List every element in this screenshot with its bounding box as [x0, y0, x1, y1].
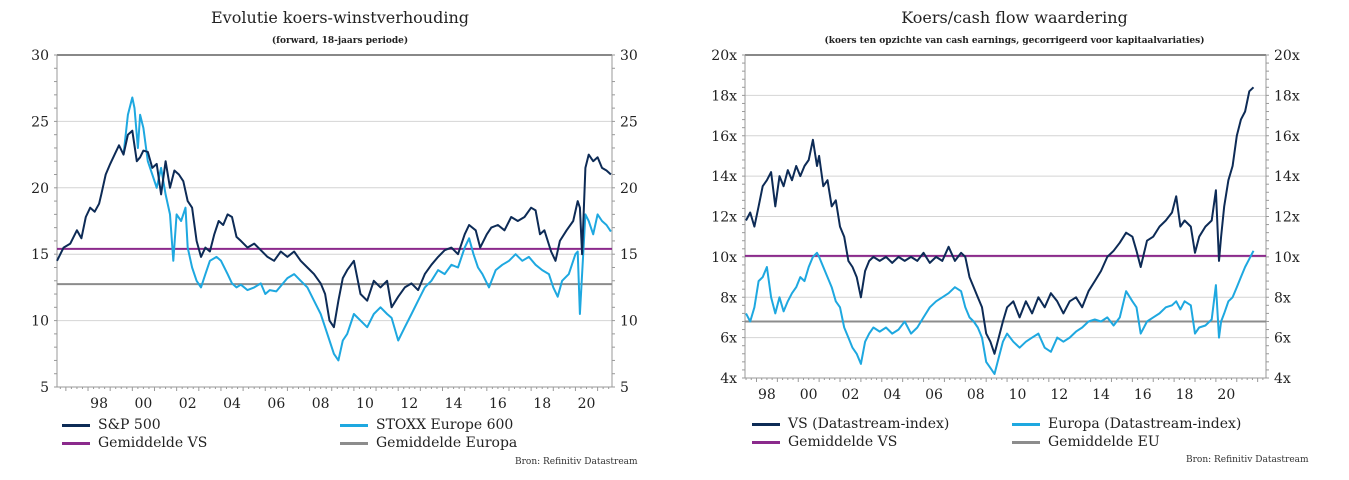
legend-item-europe-index: Europa (Datastream-index)	[1012, 416, 1241, 432]
legend-label: STOXX Europe 600	[376, 417, 514, 433]
y-tick-label-right: 20	[620, 181, 638, 197]
x-tick-label: 04	[223, 396, 241, 412]
y-tick-label-right: 25	[620, 114, 638, 130]
legend-swatch	[340, 441, 368, 445]
x-tick-label: 00	[800, 387, 818, 403]
x-tick-label: 18	[533, 396, 551, 412]
x-tick-label: 98	[758, 387, 776, 403]
y-tick-label-left: 10x	[711, 250, 737, 266]
y-tick-label-left: 12x	[711, 210, 737, 226]
chart-subtitle: (koers ten opzichte van cash earnings, g…	[824, 36, 1205, 46]
x-tick-label: 02	[179, 396, 197, 412]
legend-swatch	[62, 441, 90, 445]
x-tick-label: 08	[312, 396, 330, 412]
x-tick-label: 06	[925, 387, 943, 403]
y-tick-label-left: 5	[40, 380, 49, 396]
chart-subtitle: (forward, 18-jaars periode)	[271, 36, 409, 46]
legend-item-sp500: S&P 500	[62, 417, 161, 433]
x-tick-label: 12	[400, 396, 418, 412]
legend-label: Gemiddelde EU	[1048, 434, 1160, 450]
x-tick-label: 20	[578, 396, 596, 412]
legend-item-avg-us: Gemiddelde VS	[62, 435, 207, 451]
y-tick-label-right: 16x	[1274, 129, 1300, 145]
legend-swatch	[1012, 440, 1040, 444]
y-tick-label-right: 18x	[1274, 88, 1300, 104]
legend-item-avg-eu: Gemiddelde EU	[1012, 434, 1160, 450]
x-tick-label: 10	[1009, 387, 1027, 403]
y-tick-label-left: 6x	[720, 331, 737, 347]
legend-label: Gemiddelde VS	[788, 434, 898, 450]
x-tick-label: 14	[445, 396, 463, 412]
y-tick-label-left: 8x	[720, 290, 737, 306]
x-tick-label: 10	[356, 396, 374, 412]
y-tick-label-left: 20	[31, 181, 49, 197]
legend-item-avg-us: Gemiddelde VS	[752, 434, 897, 450]
x-tick-label: 16	[489, 396, 507, 412]
legend-swatch	[752, 422, 780, 426]
legend-item-stoxx600: STOXX Europe 600	[340, 417, 513, 433]
y-tick-label-right: 20x	[1274, 48, 1300, 64]
x-tick-label: 06	[267, 396, 285, 412]
x-tick-label: 02	[842, 387, 860, 403]
y-tick-label-right: 14x	[1274, 169, 1300, 185]
x-tick-label: 04	[883, 387, 901, 403]
pe-ratio-chart-panel: Evolutie koers-winstverhouding (forward,…	[31, 8, 638, 467]
y-tick-label-right: 10x	[1274, 250, 1300, 266]
x-tick-label: 16	[1134, 387, 1152, 403]
price-cashflow-chart: 4x 4x 6x 6x 8x 8x 10x 10x 12x 12x 14x 14x 16x 16x 18x 1…	[711, 48, 1300, 403]
x-tick-label: 98	[90, 396, 108, 412]
legend-swatch	[62, 423, 90, 427]
y-tick-label-left: 10	[31, 314, 49, 330]
y-tick-label-right: 5	[620, 380, 629, 396]
legend-label: Gemiddelde VS	[98, 435, 208, 451]
y-tick-label-right: 6x	[1274, 331, 1291, 347]
pe-ratio-chart: 5 5 10 10 15 15 20 20 25 25 30 30 98 00 02 04 06 08 10 12 14…	[31, 48, 638, 412]
x-tick-label: 14	[1092, 387, 1110, 403]
y-tick-label-left: 16x	[711, 129, 737, 145]
legend-item-us-index: VS (Datastream-index)	[752, 416, 949, 432]
y-tick-label-right: 4x	[1274, 371, 1291, 387]
y-tick-label-right: 30	[620, 48, 638, 64]
y-tick-label-right: 8x	[1274, 290, 1291, 306]
legend-item-avg-europe: Gemiddelde Europa	[340, 435, 517, 451]
series-line-stoxx-europe-600	[122, 96, 612, 362]
y-tick-label-left: 15	[31, 247, 49, 263]
y-tick-label-left: 4x	[720, 371, 737, 387]
legend-swatch	[752, 440, 780, 444]
legend-swatch	[1012, 422, 1040, 426]
legend-swatch	[340, 423, 368, 427]
y-tick-label-left: 18x	[711, 88, 737, 104]
y-tick-label-left: 30	[31, 48, 49, 64]
legend-label: Europa (Datastream-index)	[1048, 416, 1242, 432]
price-cashflow-chart-panel: Koers/cash flow waardering (koers ten op…	[680, 0, 1349, 480]
y-tick-label-left: 25	[31, 114, 49, 130]
y-tick-label-right: 10	[620, 314, 638, 330]
y-tick-label-left: 20x	[711, 48, 737, 64]
legend-label: S&P 500	[98, 417, 161, 433]
chart-title: Koers/cash flow waardering	[901, 8, 1128, 27]
x-tick-label: 08	[967, 387, 985, 403]
source-note: Bron: Refinitiv Datastream	[515, 457, 638, 467]
chart-title: Evolutie koers-winstverhouding	[211, 8, 469, 27]
legend-label: VS (Datastream-index)	[788, 416, 950, 432]
x-tick-label: 18	[1176, 387, 1194, 403]
series-line-vs-datastream-index-	[745, 86, 1255, 355]
y-tick-label-right: 15	[620, 247, 638, 263]
y-tick-label-right: 12x	[1274, 210, 1300, 226]
legend-label: Gemiddelde Europa	[376, 435, 518, 451]
x-tick-label: 00	[134, 396, 152, 412]
series-line-s-p-500	[56, 129, 612, 329]
x-tick-label: 12	[1050, 387, 1068, 403]
series-line-europa-datastream-index-	[745, 250, 1255, 375]
y-tick-label-left: 14x	[711, 169, 737, 185]
x-tick-label: 20	[1217, 387, 1235, 403]
source-note: Bron: Refinitiv Datastream	[1186, 455, 1309, 465]
